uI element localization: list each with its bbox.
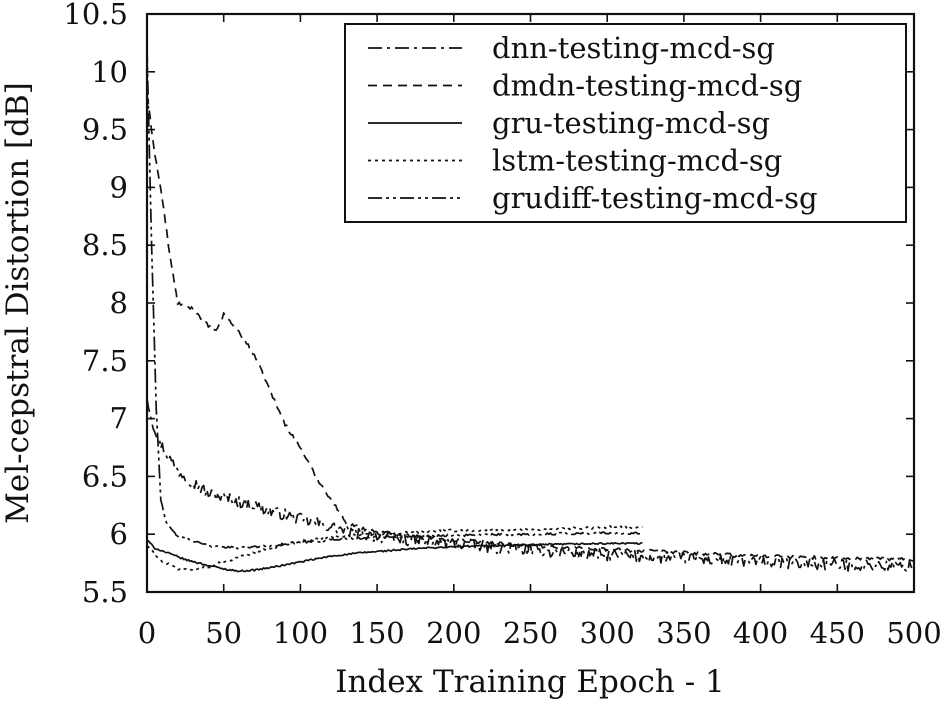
- axis-ticks: 0 50 100 150 200 250 300 350 400 450 500 5.5 6 6.5 7 7.…: [63, 0, 941, 650]
- y-tick-label: 6: [110, 517, 128, 551]
- x-tick-label: 500: [886, 616, 941, 650]
- legend-label: lstm-testing-mcd-sg: [492, 144, 782, 178]
- y-tick-label: 10: [91, 55, 128, 89]
- x-tick-label: 50: [205, 616, 242, 650]
- y-tick-label: 5.5: [82, 575, 128, 609]
- x-tick-label: 450: [810, 616, 865, 650]
- legend: dnn-testing-mcd-sgdmdn-testing-mcd-sggru…: [344, 23, 907, 223]
- y-tick-label: 7.5: [82, 344, 128, 378]
- x-tick-label: 150: [349, 616, 404, 650]
- series-line-gru-testing-mcd-sg: [146, 539, 643, 573]
- series-line-grudiff-testing-mcd-sg: [146, 48, 643, 550]
- y-tick-label: 9: [110, 170, 128, 204]
- y-tick-label: 7: [110, 402, 128, 436]
- legend-label: dmdn-testing-mcd-sg: [492, 69, 802, 103]
- y-tick-label: 10.5: [63, 0, 128, 31]
- x-tick-label: 300: [580, 616, 635, 650]
- y-axis-title: Mel-cepstral Distortion [dB]: [0, 82, 36, 524]
- x-tick-label: 0: [138, 616, 156, 650]
- legend-label: grudiff-testing-mcd-sg: [492, 181, 818, 215]
- x-tick-label: 100: [273, 616, 328, 650]
- x-tick-label: 400: [733, 616, 788, 650]
- series-line-lstm-testing-mcd-sg: [146, 525, 643, 572]
- series-line-dmdn-testing-mcd-sg: [146, 95, 915, 563]
- legend-label: dnn-testing-mcd-sg: [492, 31, 775, 65]
- x-tick-label: 350: [656, 616, 711, 650]
- y-tick-label: 6.5: [82, 459, 128, 493]
- x-tick-label: 200: [426, 616, 481, 650]
- series-lines: [146, 48, 915, 573]
- legend-label: gru-testing-mcd-sg: [492, 106, 770, 140]
- y-tick-label: 8: [110, 286, 128, 320]
- x-tick-label: 250: [503, 616, 558, 650]
- y-tick-label: 8.5: [82, 228, 128, 262]
- x-axis-title: Index Training Epoch - 1: [335, 664, 725, 700]
- y-tick-label: 9.5: [82, 113, 128, 147]
